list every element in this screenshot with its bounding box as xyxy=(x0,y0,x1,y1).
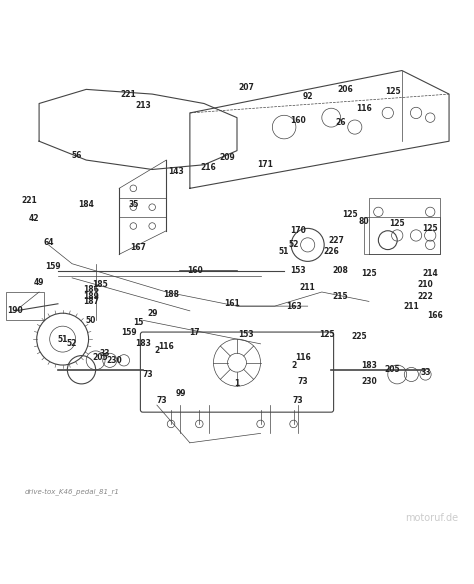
Text: 64: 64 xyxy=(43,238,54,247)
Text: 161: 161 xyxy=(224,299,240,308)
Text: 184: 184 xyxy=(78,200,94,209)
Text: 215: 215 xyxy=(333,292,348,301)
Text: 73: 73 xyxy=(142,370,153,379)
Text: 2: 2 xyxy=(291,360,296,370)
Text: 42: 42 xyxy=(29,214,40,224)
Text: 221: 221 xyxy=(121,89,137,99)
Text: 210: 210 xyxy=(418,280,433,290)
Text: 206: 206 xyxy=(337,85,353,94)
Text: 221: 221 xyxy=(22,196,37,204)
Text: 159: 159 xyxy=(121,328,137,336)
Text: 33: 33 xyxy=(100,349,110,358)
Text: 190: 190 xyxy=(8,307,23,315)
Text: 153: 153 xyxy=(291,266,306,275)
Text: 159: 159 xyxy=(46,262,61,270)
Text: 208: 208 xyxy=(333,266,348,275)
Text: 213: 213 xyxy=(135,102,151,110)
Text: 92: 92 xyxy=(302,92,313,101)
Text: 211: 211 xyxy=(403,302,419,311)
Text: 99: 99 xyxy=(175,389,186,398)
Text: 1: 1 xyxy=(234,380,240,388)
Text: 143: 143 xyxy=(168,168,183,176)
Text: 205: 205 xyxy=(385,365,401,374)
Text: 52: 52 xyxy=(288,241,299,249)
Text: 187: 187 xyxy=(83,297,99,306)
Text: 125: 125 xyxy=(342,210,358,219)
Text: 209: 209 xyxy=(220,153,236,162)
Text: 125: 125 xyxy=(361,269,377,277)
Text: 50: 50 xyxy=(86,316,96,325)
Text: 185: 185 xyxy=(92,280,108,290)
Text: 73: 73 xyxy=(293,396,303,405)
Text: 214: 214 xyxy=(422,269,438,277)
Text: 230: 230 xyxy=(361,377,377,386)
Text: 222: 222 xyxy=(418,292,433,301)
Text: 51: 51 xyxy=(57,335,68,343)
Text: 116: 116 xyxy=(356,104,372,113)
Text: 153: 153 xyxy=(238,330,254,339)
Text: 211: 211 xyxy=(300,283,316,292)
Text: 171: 171 xyxy=(257,160,273,169)
Text: 35: 35 xyxy=(128,200,138,209)
Text: 29: 29 xyxy=(147,309,157,318)
Text: 188: 188 xyxy=(163,290,179,299)
Text: 116: 116 xyxy=(158,342,174,350)
Text: 49: 49 xyxy=(34,278,45,287)
Text: 125: 125 xyxy=(390,219,405,228)
Text: 170: 170 xyxy=(290,226,306,235)
Text: 125: 125 xyxy=(422,224,438,233)
Text: 183: 183 xyxy=(361,360,377,370)
Text: 225: 225 xyxy=(352,332,367,341)
Text: 183: 183 xyxy=(135,339,151,348)
Text: 163: 163 xyxy=(286,302,301,311)
Text: 51: 51 xyxy=(279,248,289,256)
Text: 56: 56 xyxy=(72,151,82,160)
Text: 33: 33 xyxy=(420,367,431,377)
Text: 2: 2 xyxy=(154,346,160,356)
Text: 52: 52 xyxy=(67,339,77,348)
Text: 17: 17 xyxy=(189,328,200,336)
Text: 73: 73 xyxy=(156,396,167,405)
Text: 216: 216 xyxy=(201,162,217,172)
Text: 189: 189 xyxy=(83,292,99,301)
Text: 166: 166 xyxy=(427,311,443,320)
Text: motoruf.de: motoruf.de xyxy=(405,513,458,523)
Text: 226: 226 xyxy=(323,248,339,256)
Text: 26: 26 xyxy=(336,118,346,127)
Text: 207: 207 xyxy=(238,82,255,92)
Text: 167: 167 xyxy=(130,243,146,252)
Text: 160: 160 xyxy=(291,116,306,124)
Text: 227: 227 xyxy=(328,236,344,245)
Text: 125: 125 xyxy=(319,330,334,339)
Text: 15: 15 xyxy=(133,318,143,327)
Text: 73: 73 xyxy=(298,377,308,386)
Text: 125: 125 xyxy=(385,87,401,96)
Text: 160: 160 xyxy=(187,266,202,275)
Text: 186: 186 xyxy=(83,285,99,294)
Text: 230: 230 xyxy=(107,356,122,365)
Text: 116: 116 xyxy=(295,353,311,363)
Text: drive-tox_K46_pedal_81_r1: drive-tox_K46_pedal_81_r1 xyxy=(25,488,120,495)
Text: 205: 205 xyxy=(92,353,108,363)
Text: 80: 80 xyxy=(359,217,370,226)
